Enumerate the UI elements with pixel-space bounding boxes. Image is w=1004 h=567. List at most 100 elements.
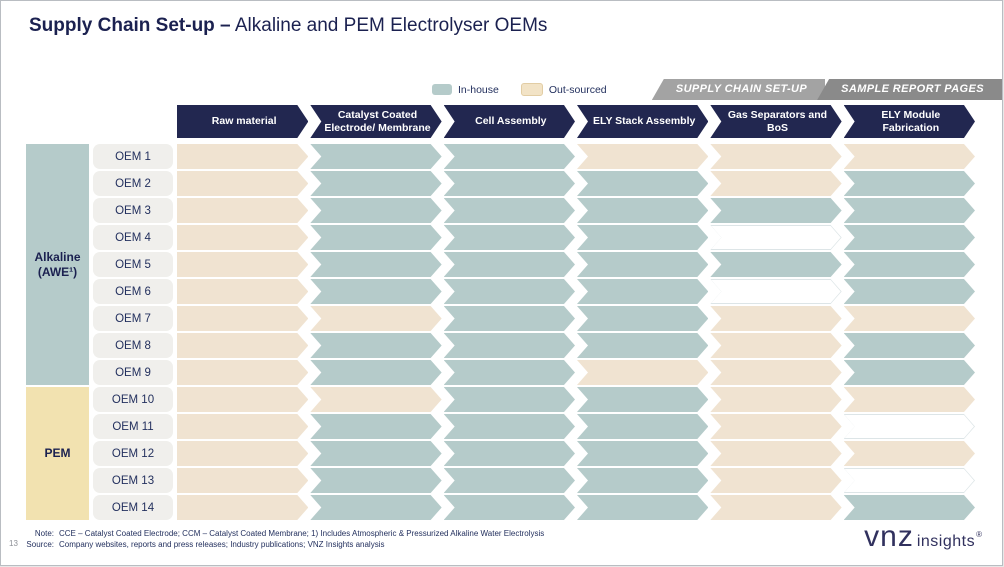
matrix-cell — [577, 441, 708, 466]
matrix-cell — [310, 387, 441, 412]
matrix-cell — [844, 495, 975, 520]
matrix-cell — [444, 252, 575, 277]
row-label: OEM 3 — [93, 198, 173, 223]
legend-item-out: Out-sourced — [520, 83, 607, 96]
matrix-cell — [710, 441, 841, 466]
matrix-cell — [444, 333, 575, 358]
matrix-cell — [710, 252, 841, 277]
matrix-cell — [844, 387, 975, 412]
row-label: OEM 1 — [93, 144, 173, 169]
matrix-cell — [177, 171, 308, 196]
matrix-cell — [310, 279, 441, 304]
matrix-cell — [710, 495, 841, 520]
matrix-cell — [444, 387, 575, 412]
matrix-cell — [310, 414, 441, 439]
row-label: OEM 6 — [93, 279, 173, 304]
row-label: OEM 2 — [93, 171, 173, 196]
column-header: ELY Stack Assembly — [577, 105, 708, 138]
legend-swatch-in-icon — [432, 84, 452, 95]
registered-mark-icon: ® — [976, 530, 982, 539]
matrix-cell — [577, 198, 708, 223]
matrix-cell — [444, 279, 575, 304]
footnotes: Note: CCE – Catalyst Coated Electrode; C… — [18, 528, 544, 550]
row-label: OEM 12 — [93, 441, 173, 466]
matrix-cell — [310, 171, 441, 196]
matrix-cell — [710, 468, 841, 493]
matrix-cell — [310, 144, 441, 169]
supply-chain-matrix — [177, 144, 975, 522]
legend-label: In-house — [458, 83, 499, 96]
matrix-cell — [710, 171, 841, 196]
tab-supply-chain-set-up[interactable]: SUPPLY CHAIN SET-UP — [651, 79, 826, 100]
tab-sample-report-pages[interactable]: SAMPLE REPORT PAGES — [817, 79, 1002, 100]
matrix-cell — [577, 333, 708, 358]
matrix-cell — [310, 360, 441, 385]
matrix-cell — [177, 252, 308, 277]
title-regular: Alkaline and PEM Electrolyser OEMs — [230, 15, 548, 36]
legend: In-house Out-sourced — [432, 83, 607, 96]
row-label: OEM 7 — [93, 306, 173, 331]
matrix-cell — [310, 468, 441, 493]
table-row — [177, 360, 975, 385]
matrix-cell — [444, 495, 575, 520]
legend-item-in: In-house — [432, 84, 499, 96]
matrix-cell — [710, 279, 841, 304]
matrix-cell — [444, 198, 575, 223]
matrix-cell — [177, 333, 308, 358]
matrix-cell — [844, 414, 975, 439]
matrix-cell — [177, 306, 308, 331]
table-row — [177, 306, 975, 331]
matrix-cell — [310, 306, 441, 331]
logo-sub: insights — [916, 533, 976, 550]
column-header: Gas Separators and BoS — [710, 105, 841, 138]
row-label: OEM 14 — [93, 495, 173, 520]
matrix-cell — [444, 414, 575, 439]
matrix-cell — [844, 171, 975, 196]
table-row — [177, 441, 975, 466]
matrix-cell — [844, 279, 975, 304]
row-label: OEM 13 — [93, 468, 173, 493]
matrix-cell — [444, 360, 575, 385]
row-label: OEM 5 — [93, 252, 173, 277]
group-label: PEM — [44, 446, 71, 460]
report-tabs: SUPPLY CHAIN SET-UP SAMPLE REPORT PAGES — [651, 79, 1002, 100]
matrix-cell — [177, 387, 308, 412]
matrix-cell — [710, 333, 841, 358]
source-text: Company websites, reports and press rele… — [59, 540, 385, 549]
matrix-cell — [577, 468, 708, 493]
matrix-cell — [577, 279, 708, 304]
matrix-cell — [577, 252, 708, 277]
note-label: Note: — [34, 529, 54, 538]
column-header: Catalyst Coated Electrode/ Membrane — [310, 105, 441, 138]
matrix-cell — [444, 468, 575, 493]
vnz-insights-logo: vnz insights ® — [864, 520, 982, 554]
table-row — [177, 144, 975, 169]
matrix-cell — [577, 225, 708, 250]
logo-main: vnz — [864, 520, 914, 553]
matrix-cell — [310, 252, 441, 277]
matrix-cell — [310, 333, 441, 358]
matrix-cell — [577, 144, 708, 169]
matrix-cell — [710, 387, 841, 412]
page-title: Supply Chain Set-up – Alkaline and PEM E… — [29, 15, 547, 37]
matrix-cell — [844, 441, 975, 466]
matrix-cell — [844, 306, 975, 331]
group-sublabel: (AWE¹) — [37, 264, 78, 279]
title-bold: Supply Chain Set-up – — [29, 15, 231, 36]
matrix-cell — [710, 306, 841, 331]
matrix-cell — [577, 495, 708, 520]
group-block-pem: PEM — [26, 387, 89, 520]
matrix-cell — [710, 198, 841, 223]
matrix-cell — [577, 306, 708, 331]
row-labels: OEM 1 OEM 2 OEM 3 OEM 4 OEM 5 OEM 6 OEM 7 OEM 8… — [93, 144, 173, 522]
matrix-cell — [710, 144, 841, 169]
matrix-cell — [844, 360, 975, 385]
group-label: Alkaline — [34, 249, 81, 264]
matrix-cell — [177, 360, 308, 385]
matrix-cell — [444, 171, 575, 196]
row-label: OEM 10 — [93, 387, 173, 412]
matrix-cell — [310, 441, 441, 466]
column-headers: Raw material Catalyst Coated Electrode/ M… — [177, 105, 975, 138]
table-row — [177, 495, 975, 520]
